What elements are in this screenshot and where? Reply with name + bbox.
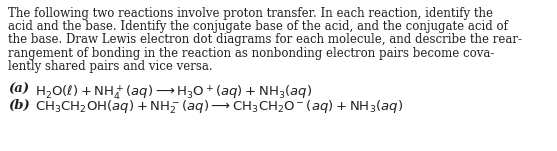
Text: lently shared pairs and vice versa.: lently shared pairs and vice versa. [8, 60, 213, 73]
Text: the base. Draw Lewis electron dot diagrams for each molecule, and describe the r: the base. Draw Lewis electron dot diagra… [8, 33, 522, 46]
Text: (b): (b) [8, 98, 30, 111]
Text: $\mathrm{H_2O}(\ell) + \mathrm{NH_4^+}(\mathit{aq}) \longrightarrow \mathrm{H_3O: $\mathrm{H_2O}(\ell) + \mathrm{NH_4^+}(\… [35, 83, 312, 102]
Text: (a): (a) [8, 83, 29, 96]
Text: rangement of bonding in the reaction as nonbonding electron pairs become cova-: rangement of bonding in the reaction as … [8, 47, 495, 60]
Text: $\mathrm{CH_3CH_2OH}(\mathit{aq}) + \mathrm{NH_2^-}(\mathit{aq}) \longrightarrow: $\mathrm{CH_3CH_2OH}(\mathit{aq}) + \mat… [35, 98, 403, 116]
Text: acid and the base. Identify the conjugate base of the acid, and the conjugate ac: acid and the base. Identify the conjugat… [8, 20, 508, 33]
Text: The following two reactions involve proton transfer. In each reaction, identify : The following two reactions involve prot… [8, 7, 493, 20]
